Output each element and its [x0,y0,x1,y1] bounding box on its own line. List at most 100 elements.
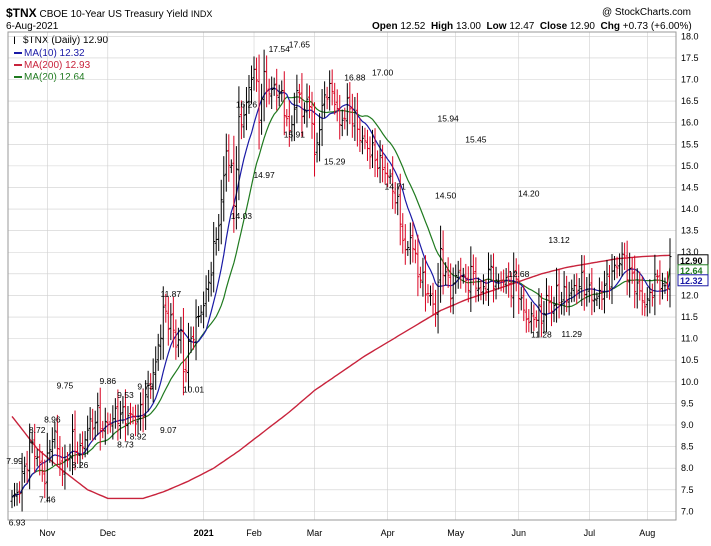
price-bar [136,404,140,434]
price-bar [403,224,407,265]
price-bar [655,269,659,284]
price-bar [560,291,564,315]
price-bar [439,225,443,303]
price-bar [577,278,581,299]
price-bar [71,414,75,476]
y-tick-label: 9.5 [681,398,694,408]
price-bar [444,262,448,286]
price-bar [365,129,369,161]
price-bar [108,413,112,433]
price-annotation: 15.45 [465,134,487,144]
y-tick-label: 14.5 [681,182,699,192]
price-bar [144,380,148,430]
price-bar [247,75,251,114]
price-annotation: 8.73 [117,440,134,450]
price-bar [194,299,198,361]
price-bar [547,285,551,313]
y-tick-label: 11.0 [681,334,698,344]
price-bar [244,86,248,131]
price-bar [585,277,589,307]
high-label: High [430,21,454,32]
price-bar [484,279,488,301]
price-bar [252,56,256,91]
price-bar [343,107,347,130]
price-annotation: 14.71 [385,181,407,191]
legend-ma200-swatch [14,64,22,67]
value-tag-text: 12.64 [680,266,703,276]
legend-ma200-text: MA(200) 12.93 [24,60,91,71]
price-bar [391,156,395,209]
price-bar [38,443,42,476]
price-annotation: 17.00 [372,68,394,78]
price-bar [376,150,380,178]
price-bar [282,71,286,136]
price-bar [595,292,599,307]
price-bar [474,257,478,303]
price-bar [597,277,601,310]
price-bar [30,431,34,454]
x-tick-label: Mar [307,528,323,538]
x-tick-label: May [447,528,465,538]
price-bar [492,253,496,303]
price-bar [134,404,138,437]
price-bar [25,450,29,484]
price-bar [544,278,548,333]
price-bar [633,255,637,309]
price-bar [229,159,233,174]
price-bar [451,267,455,315]
y-tick-label: 7.0 [681,506,694,516]
price-bar [421,257,425,297]
price-bar [33,423,37,473]
price-bar [590,267,594,316]
price-bar [141,388,145,433]
price-bar [212,221,216,293]
price-bar [653,254,657,316]
price-bar [638,271,642,301]
price-bar [570,279,574,303]
price-bar [615,256,619,279]
price-bar [406,241,410,256]
price-annotation: 9.75 [57,381,74,391]
price-bar [267,78,271,105]
price-bar [522,284,526,322]
price-bar [156,333,160,371]
price-bar [81,431,85,460]
symbol: $TNX [6,6,37,20]
price-bar [413,239,417,264]
price-bar [436,262,440,334]
price-bar [333,82,337,115]
price-bar [171,296,175,348]
legend-ma20-swatch [14,76,22,79]
price-bar [353,96,357,142]
price-bar [302,102,306,124]
price-bar [307,85,311,119]
price-bar [219,179,223,245]
price-bar [28,423,32,490]
price-bar [209,261,213,297]
price-bar [476,277,480,302]
y-tick-label: 9.0 [681,420,694,430]
price-bar [494,266,498,300]
price-bar [378,140,382,184]
price-bar [128,402,132,425]
price-bar [635,268,639,309]
price-bar [10,490,14,509]
x-tick-label: Feb [246,528,262,538]
price-bar [381,144,385,183]
price-bar [315,132,319,163]
x-tick-label: Jul [584,528,596,538]
price-bar [499,271,503,292]
price-bar [648,279,652,314]
x-axis: Nov Dec 2021 Feb Mar Apr May Jun Jul Aug [39,528,655,538]
y-tick-label: 17.5 [681,53,699,63]
legend-ma20-text: MA(20) 12.64 [24,72,85,83]
price-bar [665,271,669,302]
price-bar [169,303,173,341]
price-bar [557,269,561,319]
y-tick-label: 14.0 [681,204,699,214]
price-bar [55,414,59,466]
price-bar [610,254,614,305]
ohlc-readout: Open 12.52 High 13.00 Low 12.47 Close 12… [372,21,692,32]
price-bar [181,307,185,396]
